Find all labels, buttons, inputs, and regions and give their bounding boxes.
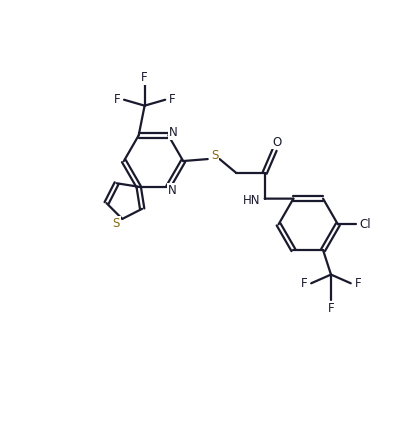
Text: N: N bbox=[169, 126, 177, 139]
Text: O: O bbox=[271, 136, 280, 149]
Text: F: F bbox=[114, 93, 120, 106]
Text: S: S bbox=[112, 217, 120, 230]
Text: F: F bbox=[141, 72, 148, 85]
Text: F: F bbox=[168, 93, 175, 106]
Text: F: F bbox=[354, 277, 360, 290]
Text: N: N bbox=[168, 184, 176, 197]
Text: Cl: Cl bbox=[358, 218, 370, 231]
Text: HN: HN bbox=[243, 194, 260, 207]
Text: F: F bbox=[300, 277, 307, 290]
Text: F: F bbox=[327, 302, 334, 315]
Text: S: S bbox=[210, 149, 218, 163]
